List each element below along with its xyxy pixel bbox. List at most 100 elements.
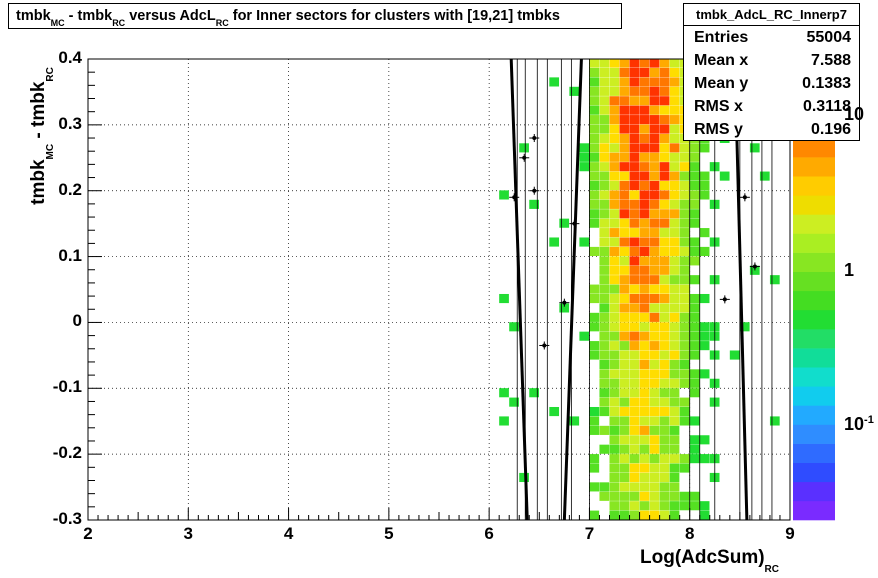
heatmap-cell	[579, 331, 590, 341]
heatmap-cell	[659, 369, 670, 379]
heatmap-cell	[499, 190, 509, 200]
stats-row-value: 55004	[806, 29, 852, 46]
heatmap-cell	[639, 77, 650, 87]
heatmap-cell	[639, 482, 650, 492]
heatmap-cell	[589, 105, 600, 115]
heatmap-cell	[619, 228, 630, 238]
palette-swatch	[793, 386, 835, 406]
heatmap-cell	[659, 133, 670, 143]
heatmap-cell	[689, 341, 700, 351]
heatmap-cell	[609, 228, 620, 238]
heatmap-cell	[669, 190, 680, 200]
heatmap-cell	[609, 124, 620, 134]
heatmap-cell	[609, 133, 620, 143]
heatmap-cell	[599, 124, 610, 134]
palette-swatch	[793, 233, 835, 253]
heatmap-cell	[669, 435, 680, 445]
x-tick-label: 7	[584, 524, 595, 543]
heatmap-cell	[699, 454, 710, 464]
heatmap-cell	[629, 218, 640, 228]
heatmap-cell	[609, 293, 620, 304]
profile-point	[532, 136, 537, 141]
x-tick-label: 8	[684, 524, 695, 543]
heatmap-cell	[639, 510, 650, 520]
heatmap-cell	[649, 284, 660, 294]
heatmap-cell	[689, 303, 700, 313]
heatmap-cell	[619, 472, 630, 483]
heatmap-cell	[639, 303, 650, 313]
heatmap-cell	[769, 416, 780, 426]
heatmap-cell	[579, 237, 590, 247]
heatmap-cell	[659, 86, 670, 96]
heatmap-cell	[619, 454, 630, 464]
heatmap-cell	[619, 256, 630, 266]
heatmap-cell	[679, 416, 690, 426]
heatmap-cell	[599, 331, 610, 341]
heatmap-cell	[609, 369, 620, 379]
stats-histogram-name: tmbk_AdcL_RC_Innerp7	[684, 4, 859, 26]
heatmap-cell	[689, 199, 700, 209]
heatmap-cell	[679, 406, 690, 417]
heatmap-cell	[519, 143, 529, 153]
heatmap-cell	[609, 105, 620, 115]
y-tick-label: -0.3	[52, 509, 82, 528]
heatmap-cell	[679, 275, 690, 285]
heatmap-cell	[689, 246, 700, 257]
heatmap-cell	[639, 67, 650, 78]
heatmap-cell	[659, 199, 670, 209]
heatmap-cell	[689, 350, 700, 360]
heatmap-cell	[579, 162, 590, 172]
palette-swatch	[793, 329, 835, 349]
heatmap-cell	[609, 463, 620, 473]
heatmap-cell	[669, 491, 680, 501]
heatmap-cell	[589, 425, 600, 435]
heatmap-cell	[689, 218, 700, 228]
heatmap-cell	[599, 228, 610, 238]
heatmap-cell	[739, 322, 750, 332]
heatmap-cell	[499, 388, 509, 398]
heatmap-cell	[659, 275, 670, 285]
heatmap-cell	[679, 397, 690, 407]
stats-row: RMS y 0.196	[684, 118, 859, 141]
heatmap-cell	[639, 331, 650, 341]
palette-swatch	[793, 290, 835, 311]
heatmap-cell	[699, 341, 710, 351]
heatmap-cell	[649, 406, 660, 417]
title-part-2: - tmbk	[64, 8, 113, 24]
heatmap-cell	[589, 293, 600, 304]
heatmap-cell	[629, 162, 640, 172]
heatmap-cell	[619, 322, 630, 332]
heatmap-cell	[619, 115, 630, 125]
palette-swatch	[793, 138, 835, 158]
heatmap-cell	[609, 96, 620, 106]
palette-swatch	[793, 348, 835, 368]
stats-row: Mean y 0.1383	[684, 72, 859, 95]
heatmap-cell	[619, 86, 630, 96]
heatmap-cell	[639, 115, 650, 125]
heatmap-cell	[589, 284, 600, 294]
heatmap-cell	[659, 284, 670, 294]
x-tick-label: 5	[384, 524, 394, 543]
heatmap-cell	[669, 105, 680, 115]
heatmap-cell	[649, 77, 660, 87]
stats-row-label: Mean x	[694, 52, 749, 69]
z-tick-label: 10	[844, 104, 864, 125]
heatmap-cell	[589, 171, 600, 181]
heatmap-cell	[629, 96, 640, 106]
heatmap-cell	[659, 378, 670, 388]
heatmap-cell	[689, 454, 700, 464]
heatmap-cell	[679, 303, 690, 313]
heatmap-cell	[689, 237, 700, 247]
y-axis-label-sub-1: MC	[45, 143, 56, 160]
heatmap-cell	[619, 435, 630, 445]
heatmap-cell	[619, 331, 630, 341]
stats-row-value: 0.1383	[802, 75, 851, 92]
heatmap-cell	[609, 331, 620, 341]
heatmap-cell	[629, 284, 640, 294]
heatmap-cell	[659, 256, 670, 266]
heatmap-cell	[639, 105, 650, 115]
heatmap-cell	[639, 416, 650, 426]
heatmap-cell	[589, 190, 600, 200]
